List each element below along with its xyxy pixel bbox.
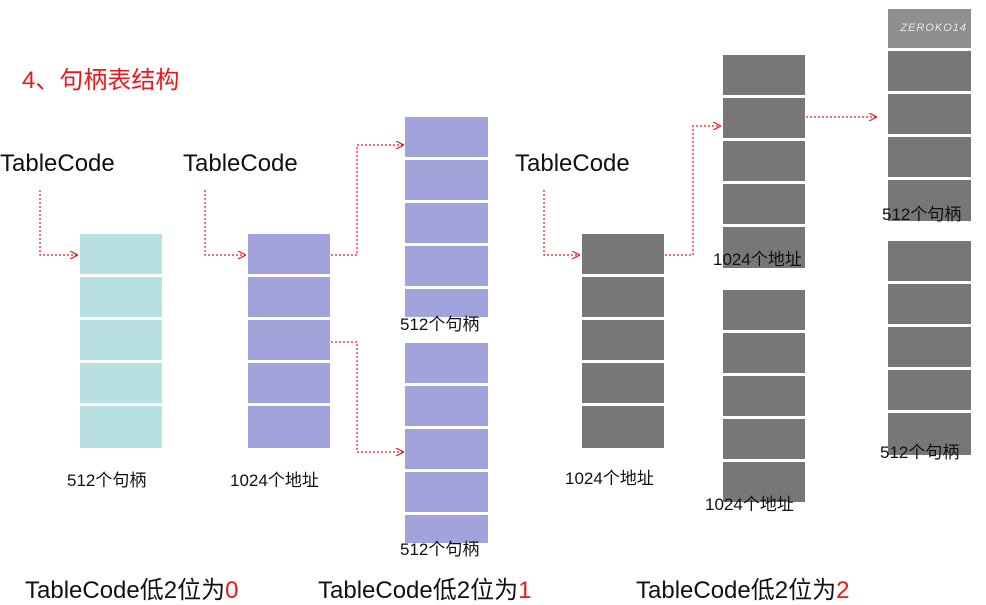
table-cell [248,234,330,274]
table-cell [888,137,971,177]
level0-handle-table [80,234,162,448]
table-cell [582,406,664,448]
table-cell [723,227,805,268]
table-cell [582,277,664,317]
table-cell [888,327,971,367]
table-cell [80,234,162,274]
arrow-level1-to-table-b [331,341,403,452]
table-cell [582,234,664,274]
table-cell [80,363,162,403]
level2-mid-address-table-b [723,290,805,502]
table-cell [405,203,488,243]
level1-address-table [248,234,330,448]
level2-top-address-table-label: 1024个地址 [565,469,654,488]
table-cell [582,363,664,403]
table-cell [80,277,162,317]
tablecode-label-level0: TableCode [0,150,115,177]
table-cell [405,515,488,543]
table-cell [888,413,971,455]
level2-mid-address-table-b-label: 1024个地址 [705,495,794,514]
level1-handle-table-b-label: 512个句柄 [400,540,480,559]
caption-prefix: TableCode低2位为 [318,577,519,604]
table-cell [248,277,330,317]
table-cell [723,290,805,330]
caption-level0: TableCode低2位为0 [25,570,238,605]
table-cell [405,472,488,512]
arrow-level2-to-mid-table [665,126,720,256]
table-cell [723,462,805,502]
table-cell [723,333,805,373]
caption-level-value: 0 [225,577,239,604]
tablecode-label-level1: TableCode [183,150,298,177]
table-cell [723,184,805,224]
level1-handle-table-a-label: 512个句柄 [400,315,480,334]
table-cell [405,429,488,469]
table-cell [888,94,971,134]
level2-mid-address-table-a-label: 1024个地址 [713,250,802,269]
table-cell [405,343,488,383]
table-cell [582,320,664,360]
table-cell [248,320,330,360]
level1-handle-table-b [405,343,488,543]
table-cell [723,98,805,138]
caption-level-value: 1 [518,577,532,604]
table-cell [888,180,971,221]
caption-level2: TableCode低2位为2 [636,570,849,605]
table-cell [405,117,488,157]
arrow-level1-to-table-a [331,145,403,256]
table-cell [248,363,330,403]
level2-mid-address-table-a [723,55,805,268]
caption-level1: TableCode低2位为1 [318,570,531,605]
table-cell [723,376,805,416]
table-cell [405,160,488,200]
arrow-level0-tablecode [39,190,77,255]
level1-address-table-label: 1024个地址 [230,471,319,490]
level0-handle-table-label: 512个句柄 [67,471,147,490]
level2-handle-table-a-label: 512个句柄 [882,205,962,224]
level2-handle-table-b [888,241,971,455]
table-cell [723,141,805,181]
table-cell [80,406,162,448]
table-cell [723,419,805,459]
table-cell [405,289,488,317]
table-cell [888,51,971,91]
table-cell [723,55,805,95]
level2-top-address-table [582,234,664,448]
table-cell [888,241,971,281]
watermark: ZEROKO14 [888,9,971,48]
table-cell [888,284,971,324]
level1-handle-table-a [405,117,488,317]
table-cell [80,320,162,360]
caption-prefix: TableCode低2位为 [636,577,837,604]
arrow-level1-tablecode [204,190,245,255]
arrow-level2-tablecode [543,190,579,255]
table-cell [248,406,330,448]
table-cell [405,386,488,426]
table-cell [405,246,488,286]
caption-level-value: 2 [836,577,850,604]
caption-prefix: TableCode低2位为 [25,577,226,604]
tablecode-label-level2: TableCode [515,150,630,177]
level2-handle-table-b-label: 512个句柄 [880,443,960,462]
level2-handle-table-a [888,51,971,221]
table-cell [888,370,971,410]
slide-title: 4、句柄表结构 [22,67,180,94]
